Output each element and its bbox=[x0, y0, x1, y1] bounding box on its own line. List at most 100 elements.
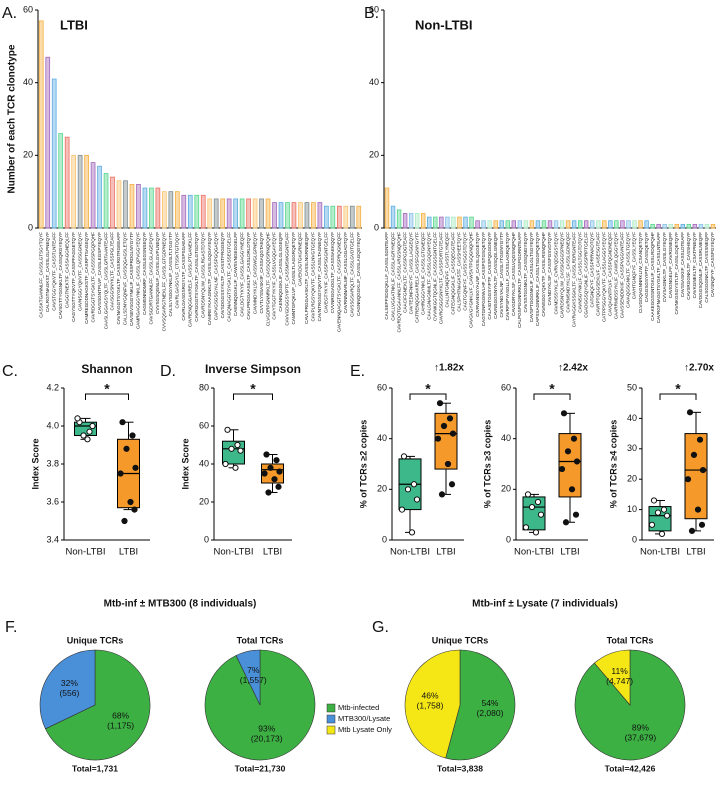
data-point bbox=[119, 419, 126, 426]
x-tick-label: CAVIGNGELFF_CAVRGNEQFF bbox=[668, 232, 673, 298]
data-point bbox=[699, 466, 707, 474]
percent-label: 54% bbox=[481, 698, 498, 708]
percent-label: 89% bbox=[632, 723, 649, 733]
chart-title: LTBI bbox=[60, 17, 88, 32]
x-tick-label: CALPGSPGGNNRKLTF_CASSPGDRNTEAFF bbox=[517, 232, 522, 328]
bar bbox=[596, 220, 601, 229]
bar bbox=[674, 223, 679, 229]
x-tick-label: CAVGVGYGNKLVF_CAWSVTPGQGNQPQHF bbox=[469, 232, 474, 328]
x-tick-label: Non-LTBI bbox=[214, 547, 254, 558]
x-tick-label: CASSKTGANNLFF_CASSLGTSGYTQYF bbox=[38, 232, 43, 318]
x-tick-label: CAPVGSGSGYALNF_CASSPGQGAEQYF bbox=[213, 232, 218, 320]
bar bbox=[174, 191, 180, 229]
x-tick-label: CATPPSGGYQKVTF_CASSLAGGSYEQYF bbox=[602, 232, 607, 322]
y-tick-label: 0 bbox=[374, 222, 379, 232]
data-point bbox=[121, 517, 128, 525]
data-point bbox=[560, 410, 568, 417]
x-tick-label: CAVTEDNFNKFYF_CASSLLAGGEQYF bbox=[408, 232, 413, 315]
x-tick-label: CATEGNQGGKLIF_CASSQEGGTEAFF bbox=[451, 232, 456, 315]
value-label: (556) bbox=[59, 688, 79, 698]
data-point bbox=[222, 460, 229, 468]
percent-label: 32% bbox=[61, 678, 78, 688]
data-point bbox=[267, 464, 274, 471]
bar bbox=[123, 180, 128, 229]
bar bbox=[632, 220, 637, 229]
bar bbox=[226, 198, 232, 229]
data-point bbox=[74, 415, 81, 422]
bar bbox=[692, 223, 698, 229]
bar bbox=[181, 194, 187, 229]
percent-label: 11% bbox=[611, 666, 628, 676]
panel-letter: G. bbox=[372, 619, 389, 636]
data-point bbox=[650, 497, 658, 504]
annotation: ↑2.70x bbox=[684, 363, 714, 374]
x-tick-label: LTBI bbox=[436, 547, 455, 558]
bar bbox=[384, 187, 390, 229]
bar bbox=[304, 202, 310, 229]
x-tick-label: Non-LTBI bbox=[390, 547, 430, 558]
x-tick-label: CAMRGAGGGYNKLIF_CASSLQPVGGYEQYF bbox=[136, 232, 141, 329]
bar bbox=[517, 220, 523, 229]
panel-letter: B. bbox=[364, 5, 379, 22]
bar bbox=[505, 220, 510, 229]
bar bbox=[487, 220, 492, 229]
x-tick-label: CAHRGGGYNKLIF_CASSLGTGNEQFF bbox=[420, 232, 425, 315]
y-tick-label: 20 bbox=[627, 474, 637, 484]
total-label: Total=3,838 bbox=[437, 763, 483, 773]
y-axis-label: % of TCRs ≥4 copies bbox=[608, 420, 618, 508]
bar bbox=[103, 173, 109, 229]
y-tick-label: 60 bbox=[377, 382, 387, 392]
bar bbox=[553, 220, 559, 229]
bar bbox=[291, 202, 297, 229]
y-tick-label: 4.2 bbox=[46, 382, 59, 392]
x-tick-label: CALSGGGNKLTF_CASSSNEQFF bbox=[704, 232, 709, 303]
data-point bbox=[413, 496, 421, 503]
bar bbox=[571, 220, 577, 229]
value-label: (1,758) bbox=[417, 700, 444, 710]
x-tick-label: CAVSYNGYALNF_CASSLYTGGNYGYTF bbox=[499, 232, 504, 318]
chart-title: Mtb-inf ± MTB300 (8 individuals) bbox=[104, 599, 257, 610]
data-point bbox=[404, 486, 412, 493]
x-tick-label: CAVNAGGTSYGKLTF_CASSRGTRGEEAFF bbox=[116, 232, 121, 325]
bar bbox=[233, 198, 238, 229]
pie-slice bbox=[45, 649, 151, 761]
bar bbox=[58, 133, 64, 229]
x-tick-label: CVVSAGNKLTF_CASSLGYEQYF bbox=[662, 232, 667, 302]
data-point bbox=[663, 512, 671, 519]
x-tick-label: CAGTGNFGGNVLHF_CASSPSTGSQETQYF bbox=[481, 232, 486, 326]
data-point bbox=[237, 447, 244, 454]
bar bbox=[662, 223, 667, 229]
bar bbox=[668, 223, 673, 229]
y-tick-label: 20 bbox=[199, 496, 209, 506]
x-tick-label: CAVLLVGGATNKLIF_CASSLAGRYNEQFF bbox=[390, 232, 395, 321]
x-tick-label: CAYRAGGKSSGKLTF_CASSLRDRGNTEAFF bbox=[571, 232, 576, 327]
data-point bbox=[686, 409, 694, 416]
data-point bbox=[80, 432, 87, 439]
x-tick-label: CAVDGGSQGNLIF_CASSRLNEQFF bbox=[698, 232, 703, 308]
total-label: Total=42,426 bbox=[605, 763, 656, 773]
significance-bracket bbox=[85, 393, 129, 400]
x-tick-label: CAMNTGFQKLVF_CASSLTLAGGRQETQYF bbox=[291, 232, 296, 325]
x-tick-label: CAVRDQTGGAANNLFF_CASSLARGSNQPQHF bbox=[396, 232, 401, 333]
x-tick-label: CAVEKDGTGKGRNEQFF bbox=[298, 232, 303, 286]
bar bbox=[343, 205, 349, 229]
x-tick-label: CAVLPRGGAASKLTF_CASSLDRLDTQYF bbox=[246, 232, 251, 320]
x-tick-label: CAGQNAGGTSYGKLTF_CASSEGTGELFF bbox=[226, 232, 231, 322]
x-tick-label: CAVAQGSGNKLTF_CASSLTGEQYF bbox=[626, 232, 631, 308]
bar bbox=[475, 220, 480, 229]
significance-bracket bbox=[659, 393, 697, 400]
data-point bbox=[660, 506, 668, 513]
x-tick-label: CAVRDSNYQLIW_CASSLRGASTDTQYF bbox=[200, 232, 205, 318]
x-tick-label: CALLNTGNQFVF_CASSTLYNEQFF bbox=[445, 232, 450, 308]
data-point bbox=[86, 428, 93, 435]
x-tick-label: CAVRMSNDYKLSF_CASSLGDNEQFF bbox=[565, 232, 570, 313]
y-tick-label: 40 bbox=[377, 433, 387, 443]
bar bbox=[45, 56, 51, 229]
y-tick-label: 40 bbox=[501, 433, 511, 443]
bar bbox=[390, 205, 396, 229]
data-point bbox=[448, 481, 456, 488]
x-tick-label: Non-LTBI bbox=[514, 547, 554, 558]
x-tick-label: CAVSRGGNKLTF_CASSHEQYF bbox=[686, 232, 691, 300]
x-tick-label: CAALGNAGNMLTF_CASSLGQGNYEQYF bbox=[426, 232, 431, 320]
x-tick-label: LTBI bbox=[560, 547, 579, 558]
